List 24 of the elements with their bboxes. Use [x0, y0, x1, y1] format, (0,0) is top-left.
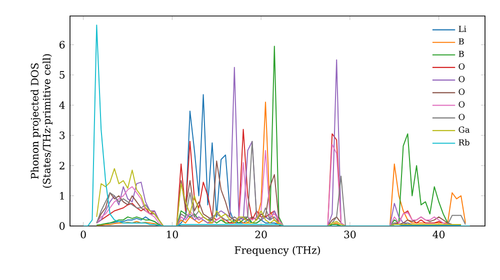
legend-label: Ga	[458, 126, 470, 133]
y-tick-label: 6	[60, 40, 65, 49]
y-tick-label: 1	[60, 192, 64, 200]
legend-label: Rb	[458, 139, 470, 146]
legend-label: O	[458, 63, 465, 70]
x-axis-title: Frequency (THz)	[234, 246, 320, 256]
y-tick-label: 3	[60, 132, 65, 140]
legend-label: O	[458, 114, 465, 120]
legend-label: O	[458, 76, 465, 82]
y-tick-label: 0	[60, 222, 65, 230]
legend-label: O	[458, 101, 465, 108]
legend-label: Li	[458, 26, 466, 32]
legend-label: B	[458, 50, 464, 57]
x-tick-label: 40	[432, 230, 445, 238]
y-tick-label: 5	[60, 71, 65, 79]
legend-label: O	[458, 88, 465, 95]
x-tick-label: 30	[344, 230, 356, 238]
y-tick-label: 2	[60, 162, 64, 170]
y-tick-label: 4	[59, 101, 65, 109]
x-tick-label: 20	[255, 230, 267, 238]
y-axis-title: Phonon projected DOS (States/THz·primitive cell)	[30, 54, 52, 188]
legend-label: B	[458, 38, 464, 44]
x-tick-label: 10	[167, 230, 178, 238]
x-tick-label: 0	[80, 230, 86, 238]
